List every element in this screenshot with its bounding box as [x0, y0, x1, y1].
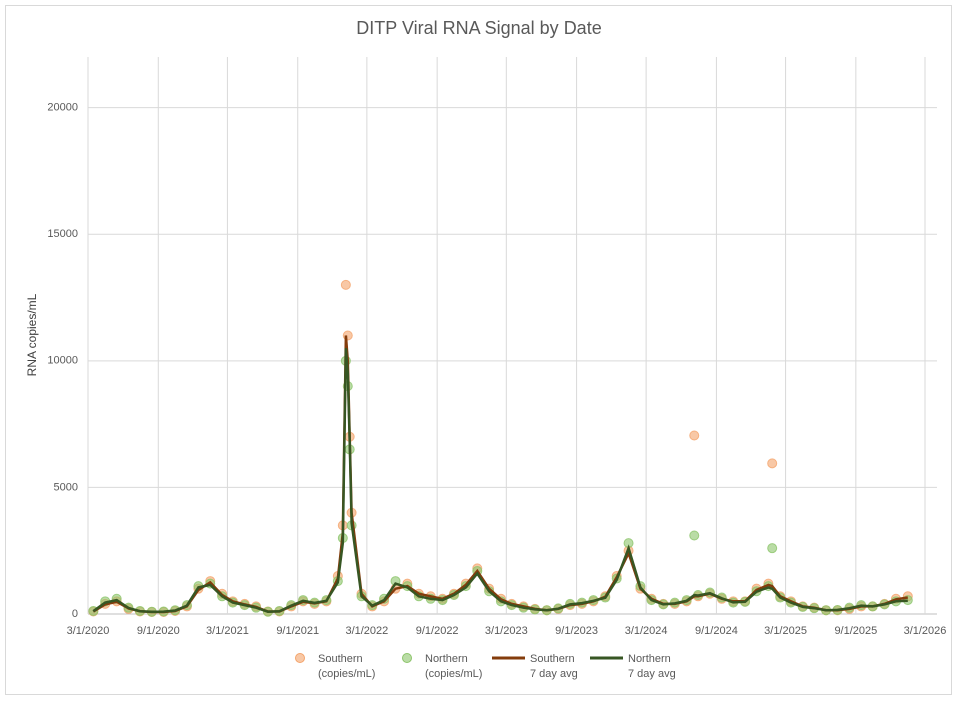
data-point: [340, 279, 351, 290]
legend-item: Southern (copies/mL): [295, 653, 375, 680]
x-tick-label: 9/1/2021: [276, 625, 319, 637]
x-tick-label: 3/1/2023: [485, 625, 528, 637]
legend-label: Northern 7 day avg: [628, 653, 676, 680]
chart-title: DITP Viral RNA Signal by Date: [356, 18, 601, 38]
y-tick-label: 15000: [47, 228, 78, 240]
chart-border: [5, 5, 952, 695]
data-point: [689, 430, 700, 441]
y-tick-label: 10000: [47, 355, 78, 367]
x-tick-label: 3/1/2025: [764, 625, 807, 637]
data-point: [767, 458, 778, 469]
y-tick-label: 20000: [47, 102, 78, 114]
legend-item: Northern (copies/mL): [402, 653, 482, 680]
legend-swatch: [402, 653, 412, 663]
legend-label: Northern (copies/mL): [425, 653, 482, 680]
data-point: [689, 530, 700, 541]
y-tick-label: 5000: [54, 481, 78, 493]
legend-label: Southern (copies/mL): [318, 653, 375, 680]
x-tick-label: 3/1/2024: [625, 625, 668, 637]
x-tick-label: 3/1/2021: [206, 625, 249, 637]
x-tick-label: 3/1/2022: [345, 625, 388, 637]
legend-item: Southern 7 day avg: [492, 653, 578, 680]
y-axis-label: RNA copies/mL: [25, 293, 39, 376]
x-tick-label: 9/1/2025: [834, 625, 877, 637]
legend-swatch: [295, 653, 305, 663]
x-tick-label: 9/1/2020: [137, 625, 180, 637]
data-point: [767, 543, 778, 554]
x-tick-label: 3/1/2020: [67, 625, 110, 637]
x-tick-label: 9/1/2023: [555, 625, 598, 637]
legend-label: Southern 7 day avg: [530, 653, 578, 680]
x-tick-label: 3/1/2026: [904, 625, 947, 637]
avg-line: [92, 348, 908, 613]
legend-item: Northern 7 day avg: [590, 653, 676, 680]
x-tick-label: 9/1/2022: [416, 625, 459, 637]
y-tick-label: 0: [72, 608, 78, 620]
x-tick-label: 9/1/2024: [695, 625, 738, 637]
